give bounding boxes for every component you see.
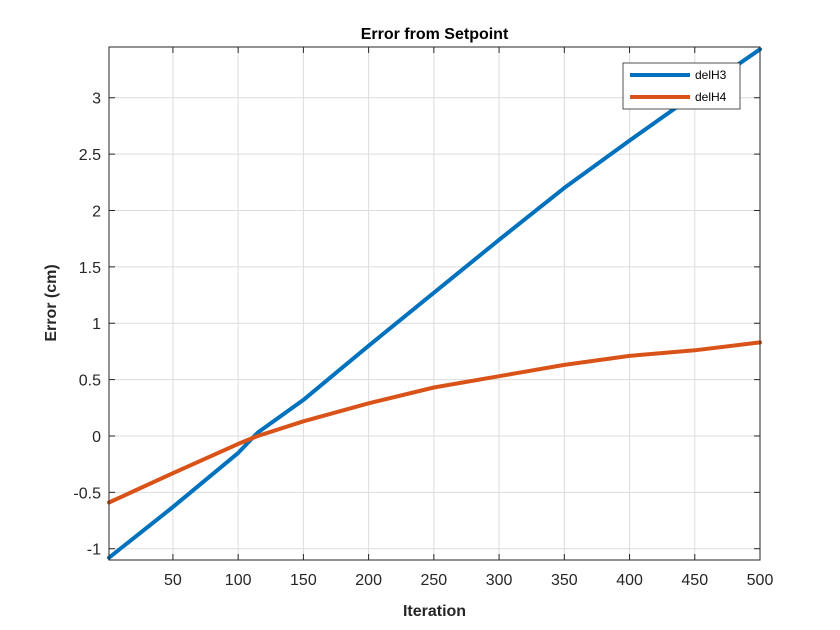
legend: delH3 delH4 [622,62,741,110]
y-tick-label: -0.5 [73,485,101,502]
ticks: 50 100 150 200 250 300 350 400 450 500 -1 -0.5 0 0.5 1… [73,47,773,589]
series-lines [107,47,762,560]
x-tick-label: 250 [420,572,447,589]
series-line-delH3 [107,47,762,560]
x-tick-label: 400 [616,572,643,589]
y-tick-label: 2.5 [79,147,101,164]
legend-label-delH3: delH3 [695,68,727,82]
y-tick-label: 1 [92,316,101,333]
y-tick-label: 0.5 [79,373,101,390]
x-tick-label: 100 [225,572,252,589]
plot-background [109,47,760,560]
y-axis-label: Error (cm) [43,264,60,341]
plot-frame [108,46,761,561]
x-tick-label: 200 [355,572,382,589]
legend-box [622,62,741,110]
chart-title: Error from Setpoint [361,26,509,43]
y-tick-label: 1.5 [79,260,101,277]
x-tick-label: 450 [681,572,708,589]
grid [109,47,761,560]
x-tick-label: 300 [486,572,513,589]
x-tick-label: 500 [747,572,774,589]
y-tick-label: -1 [87,542,101,559]
x-tick-label: 50 [164,572,182,589]
x-tick-label: 350 [551,572,578,589]
y-tick-label: 2 [92,203,101,220]
x-axis-label: Iteration [403,603,466,620]
y-tick-label: 0 [92,429,101,446]
x-tick-label: 150 [290,572,317,589]
series-line-delH4 [107,340,762,505]
legend-label-delH4: delH4 [695,90,727,104]
y-tick-label: 3 [92,91,101,108]
